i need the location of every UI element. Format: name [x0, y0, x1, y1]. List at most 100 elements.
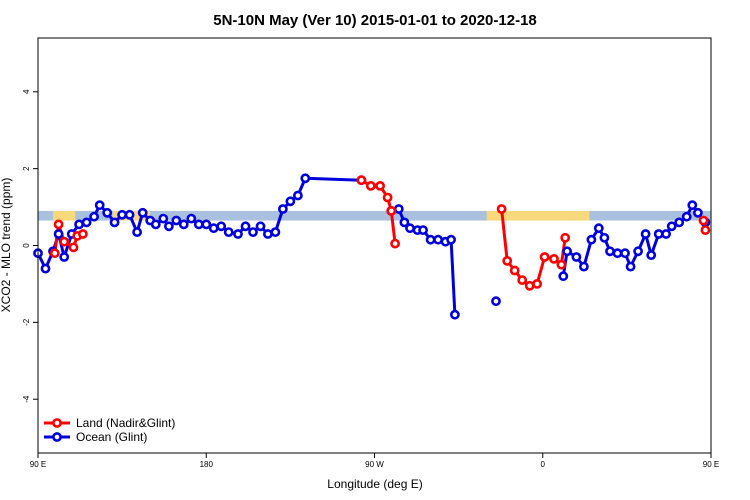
ocean-data-point — [216, 221, 227, 232]
x-tick-label: 90 E — [703, 460, 719, 469]
x-axis: 90 E 180 90 W 0 90 E — [30, 453, 719, 469]
ocean-data-point — [433, 234, 443, 245]
land-data-point — [532, 278, 542, 289]
land-data-point — [59, 236, 70, 247]
ocean-data-point — [74, 219, 84, 230]
ocean-band — [38, 210, 711, 221]
ocean-data-point — [89, 211, 99, 222]
ocean-data-point — [262, 229, 273, 239]
ocean-data-point — [240, 221, 251, 232]
ocean-data-point — [640, 229, 651, 239]
ocean-data-point — [446, 234, 456, 245]
ocean-data-point — [94, 200, 105, 211]
ocean-data-point — [558, 271, 569, 282]
ocean-legend-label: Ocean (Glint) — [76, 430, 147, 444]
ocean-data-point — [646, 250, 657, 260]
y-tick-label: 2 — [22, 166, 31, 171]
ocean-data-point — [693, 207, 703, 218]
x-tick-label: 180 — [200, 460, 214, 469]
ocean-data-point — [233, 229, 243, 239]
plot-frame — [37, 37, 712, 454]
ocean-data-point — [270, 227, 281, 237]
ocean-data-point — [661, 229, 671, 239]
ocean-data-point — [208, 223, 219, 234]
ocean-data-point — [158, 213, 169, 224]
ocean-data-point — [292, 190, 303, 201]
land-data-point — [560, 232, 571, 243]
land-data-point — [698, 215, 709, 226]
ocean-data-point — [300, 173, 311, 184]
ocean-data-point — [102, 207, 113, 218]
ocean-data-point — [109, 217, 120, 228]
ocean-data-point — [425, 234, 436, 245]
land-data-point — [517, 275, 528, 285]
ocean-data-point — [620, 248, 630, 259]
ocean-data-point — [132, 227, 142, 237]
chart-title: 5N-10N May (Ver 10) 2015-01-01 to 2020-1… — [213, 12, 537, 29]
ocean-data-point — [405, 223, 415, 234]
land-data-point — [502, 255, 513, 266]
ocean-data-point — [418, 225, 428, 235]
series-lines — [36, 176, 707, 315]
ocean-data-point — [163, 221, 174, 232]
y-tick-label: 4 — [22, 89, 31, 94]
ocean-data-point — [171, 215, 182, 226]
land-data-point — [539, 252, 550, 262]
ocean-data-point — [248, 227, 258, 237]
ocean-data-point — [666, 221, 677, 232]
ocean-data-point — [579, 261, 589, 272]
ocean-data-point — [687, 200, 698, 211]
ocean-data-point — [393, 204, 404, 214]
y-tick-label: -4 — [22, 395, 31, 403]
ocean-data-point — [40, 263, 51, 274]
x-tick-label: 90 W — [365, 460, 384, 469]
ocean-data-point — [186, 213, 197, 224]
ocean-data-point — [449, 309, 460, 320]
ocean-data-point — [605, 246, 615, 257]
ocean-data-point — [223, 227, 234, 237]
ocean-data-point — [674, 217, 685, 228]
land-band-segment — [52, 210, 76, 221]
land-data-point — [382, 192, 393, 203]
series-points — [33, 173, 711, 320]
y-tick-label: 0 — [22, 243, 31, 248]
land-legend-label: Land (Nadir&Glint) — [76, 416, 175, 430]
ocean-data-point — [593, 223, 604, 234]
legend: Land (Nadir&Glint)Ocean (Glint) — [44, 416, 175, 444]
ocean-data-point — [53, 229, 64, 239]
ocean-data-point — [81, 217, 92, 228]
ocean-data-point — [633, 246, 643, 257]
ocean-data-point — [625, 261, 636, 272]
ocean-data-point — [201, 219, 212, 230]
ocean-data-point — [681, 211, 692, 222]
land-data-point — [549, 253, 559, 264]
land-data-point — [53, 219, 64, 230]
ocean-legend-marker — [52, 432, 62, 442]
land-data-point — [509, 265, 520, 276]
land-band-segment — [486, 210, 590, 221]
land-data-point — [365, 180, 376, 191]
y-tick-label: -2 — [22, 318, 31, 326]
land-data-point — [700, 225, 711, 235]
ocean-data-point — [586, 234, 597, 245]
ocean-data-point — [612, 248, 623, 259]
land-data-point — [556, 259, 567, 270]
ocean-data-point — [124, 209, 135, 220]
land-data-point — [356, 175, 367, 186]
ocean-data-point — [285, 196, 296, 207]
ocean-data-point — [117, 209, 127, 220]
ocean-data-point — [255, 221, 266, 232]
x-axis-title: Longitude (deg E) — [327, 477, 422, 491]
land-data-point — [375, 180, 385, 191]
ocean-data-point — [150, 219, 161, 230]
land-data-point — [496, 204, 507, 214]
y-axis: -4 -2 0 2 4 — [22, 89, 38, 403]
land-data-point — [68, 242, 79, 253]
land-data-point — [390, 238, 400, 249]
ocean-data-point — [562, 246, 572, 257]
land-data-point — [386, 205, 397, 216]
land-data-point — [78, 229, 88, 239]
land-legend-marker — [52, 418, 62, 428]
x-tick-label: 90 E — [30, 460, 46, 469]
